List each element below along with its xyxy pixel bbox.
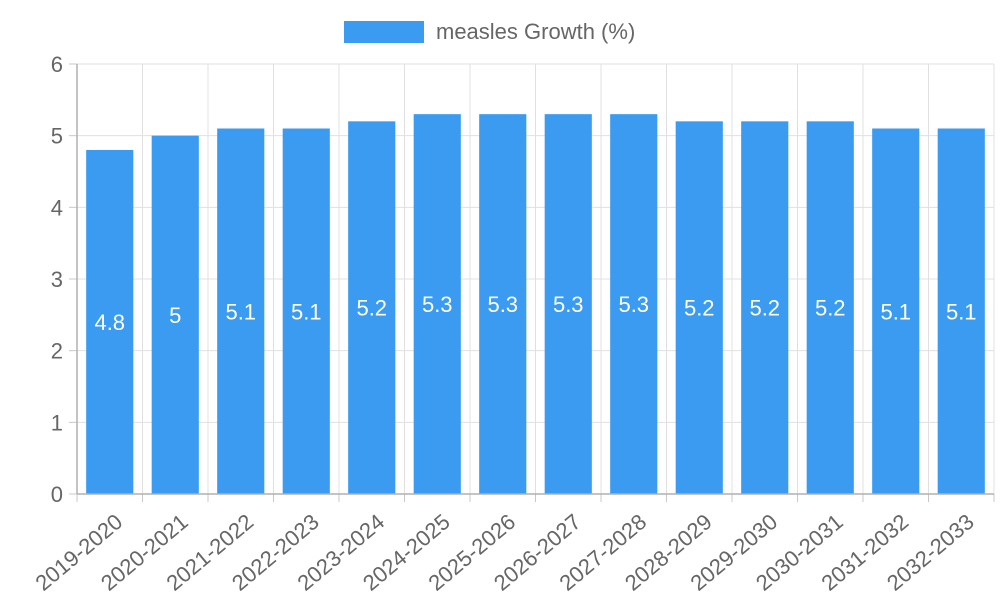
bar-value-label: 5.1 xyxy=(880,299,911,324)
gridlines xyxy=(76,63,995,495)
bar-value-label: 5.2 xyxy=(684,296,715,321)
bar xyxy=(282,128,330,494)
legend-label: measles Growth (%) xyxy=(436,19,635,44)
bar xyxy=(413,114,461,495)
bar xyxy=(937,128,985,494)
bar xyxy=(479,114,527,495)
bar-value-label: 5.1 xyxy=(946,299,977,324)
bar xyxy=(348,121,396,494)
axes xyxy=(69,63,995,502)
y-tick-label: 3 xyxy=(51,267,63,292)
bar-value-label: 5.3 xyxy=(618,292,649,317)
y-tick-label: 5 xyxy=(51,124,63,149)
bar-value-label: 5.3 xyxy=(422,292,453,317)
y-tick-label: 1 xyxy=(51,410,63,435)
legend[interactable]: measles Growth (%) xyxy=(344,19,635,44)
bar xyxy=(610,114,658,495)
bar xyxy=(872,128,920,494)
bar xyxy=(741,121,789,494)
bar-value-label: 5.2 xyxy=(815,296,846,321)
bar xyxy=(217,128,265,494)
bar-value-label: 5.3 xyxy=(487,292,518,317)
bar-value-label: 4.8 xyxy=(94,310,125,335)
bars: 4.8 5 5.1 5.1 5.2 5.3 5.3 5.3 5.3 5.2 5.2 5.2 5.1 5.1 xyxy=(86,114,985,495)
x-axis-tick-labels: 2019-20202020-20212021-20222022-20232023… xyxy=(31,509,979,596)
bar xyxy=(86,150,134,494)
y-tick-label: 2 xyxy=(51,339,63,364)
y-tick-label: 6 xyxy=(51,52,63,77)
legend-swatch xyxy=(344,21,424,43)
bar-value-label: 5.1 xyxy=(225,299,256,324)
bar-value-label: 5.3 xyxy=(553,292,584,317)
y-axis-tick-labels: 0 1 2 3 4 5 6 xyxy=(51,52,63,507)
bar xyxy=(675,121,723,494)
bar-value-label: 5.1 xyxy=(291,299,322,324)
bar-value-label: 5.2 xyxy=(356,296,387,321)
bar xyxy=(544,114,592,495)
bar-value-label: 5.2 xyxy=(749,296,780,321)
bar-value-label: 5 xyxy=(169,303,181,328)
y-tick-label: 0 xyxy=(51,482,63,507)
bar xyxy=(151,135,199,494)
y-tick-label: 4 xyxy=(51,195,63,220)
bar xyxy=(806,121,854,494)
